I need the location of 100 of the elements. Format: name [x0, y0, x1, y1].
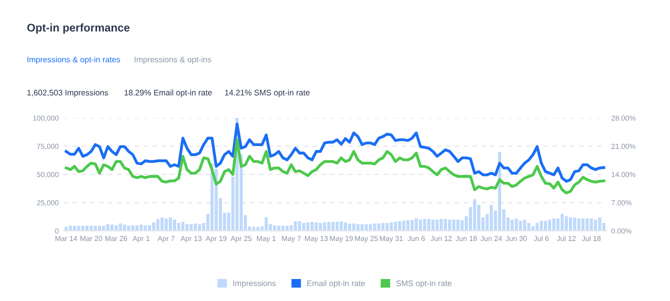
- bar: [556, 218, 560, 231]
- bar: [368, 224, 372, 231]
- bar: [172, 220, 176, 231]
- bar: [135, 225, 139, 231]
- bar: [460, 220, 464, 231]
- bar: [514, 218, 518, 231]
- bar: [194, 224, 197, 231]
- bar: [527, 222, 530, 231]
- bar: [277, 226, 280, 231]
- text: 18.29% Email opt-in rate: [124, 90, 212, 98]
- bar: [448, 220, 452, 231]
- bar: [456, 220, 460, 231]
- bar: [440, 219, 443, 231]
- bar: [344, 222, 347, 231]
- bar: [290, 225, 293, 231]
- bar: [381, 222, 384, 231]
- bar: [490, 204, 493, 231]
- bar: [114, 225, 118, 231]
- bar: [386, 222, 389, 231]
- bar: [148, 225, 152, 231]
- bar: [152, 222, 156, 231]
- bar: [356, 224, 360, 231]
- bar: [348, 224, 352, 231]
- bar: [414, 218, 418, 231]
- bar: [523, 220, 526, 231]
- bar: [140, 224, 143, 231]
- bar: [373, 224, 376, 231]
- bar: [264, 217, 268, 231]
- bar: [185, 224, 189, 231]
- bar: [377, 224, 380, 231]
- bar: [540, 220, 543, 231]
- bar: [118, 224, 122, 231]
- bar: [581, 218, 585, 231]
- bar: [598, 217, 602, 231]
- bar: [518, 220, 522, 231]
- bar: [402, 220, 406, 231]
- bar: [122, 224, 126, 231]
- bar: [177, 222, 180, 231]
- bar: [552, 218, 556, 231]
- line-series: [64, 138, 606, 194]
- bar: [352, 224, 356, 231]
- bar: [302, 222, 306, 231]
- bar: [273, 225, 276, 231]
- text: 1,602,503 Impressions: [27, 90, 108, 98]
- bar: [590, 218, 593, 231]
- text: Impressions & opt-in rates: [28, 56, 120, 64]
- bar: [560, 214, 564, 231]
- bar: [336, 222, 339, 231]
- bar: [314, 222, 318, 231]
- text: Impressions & opt-ins: [134, 56, 212, 64]
- bar: [510, 220, 514, 231]
- bar: [294, 221, 297, 231]
- bar: [394, 222, 397, 231]
- bar: [327, 222, 330, 231]
- chart-title: Opt-in performance: [27, 23, 130, 34]
- bar: [252, 226, 256, 231]
- bar: [181, 222, 184, 231]
- bar: [340, 221, 343, 231]
- bar: [360, 224, 364, 231]
- bar: [577, 218, 580, 231]
- bar: [144, 225, 147, 231]
- bar: [398, 221, 402, 231]
- bar: [168, 217, 172, 231]
- bar: [594, 220, 598, 231]
- legend-label: SMS opt-in rate: [396, 280, 452, 288]
- legend-label: Impressions: [233, 280, 276, 288]
- bar: [106, 224, 110, 231]
- legend-label: Email opt-in rate: [307, 280, 365, 288]
- bar: [564, 216, 568, 231]
- bar: [323, 222, 326, 231]
- bar: [473, 199, 476, 231]
- bar: [436, 220, 439, 231]
- bar: [190, 224, 193, 231]
- bar: [573, 217, 576, 231]
- bar: [164, 218, 168, 231]
- bar: [410, 220, 414, 231]
- bar: [198, 224, 202, 231]
- bar: [306, 222, 310, 231]
- bar: [548, 220, 552, 231]
- bar: [536, 222, 539, 231]
- line-series: [64, 122, 606, 183]
- bar: [298, 221, 302, 231]
- bar: [418, 220, 422, 231]
- bar: [423, 219, 426, 231]
- bar: [131, 225, 134, 231]
- bar: [568, 217, 572, 231]
- text: 14.21% SMS opt-in rate: [225, 90, 310, 98]
- bar: [406, 220, 410, 231]
- bar: [331, 222, 334, 231]
- bar: [310, 222, 314, 231]
- bar: [390, 222, 393, 231]
- bar: [452, 220, 456, 231]
- bar: [544, 220, 548, 231]
- bar: [110, 224, 114, 231]
- bar: [427, 219, 430, 231]
- bar: [160, 217, 164, 231]
- bar: [364, 224, 368, 231]
- bar: [156, 219, 160, 231]
- bar: [318, 222, 322, 231]
- bar: [431, 220, 435, 231]
